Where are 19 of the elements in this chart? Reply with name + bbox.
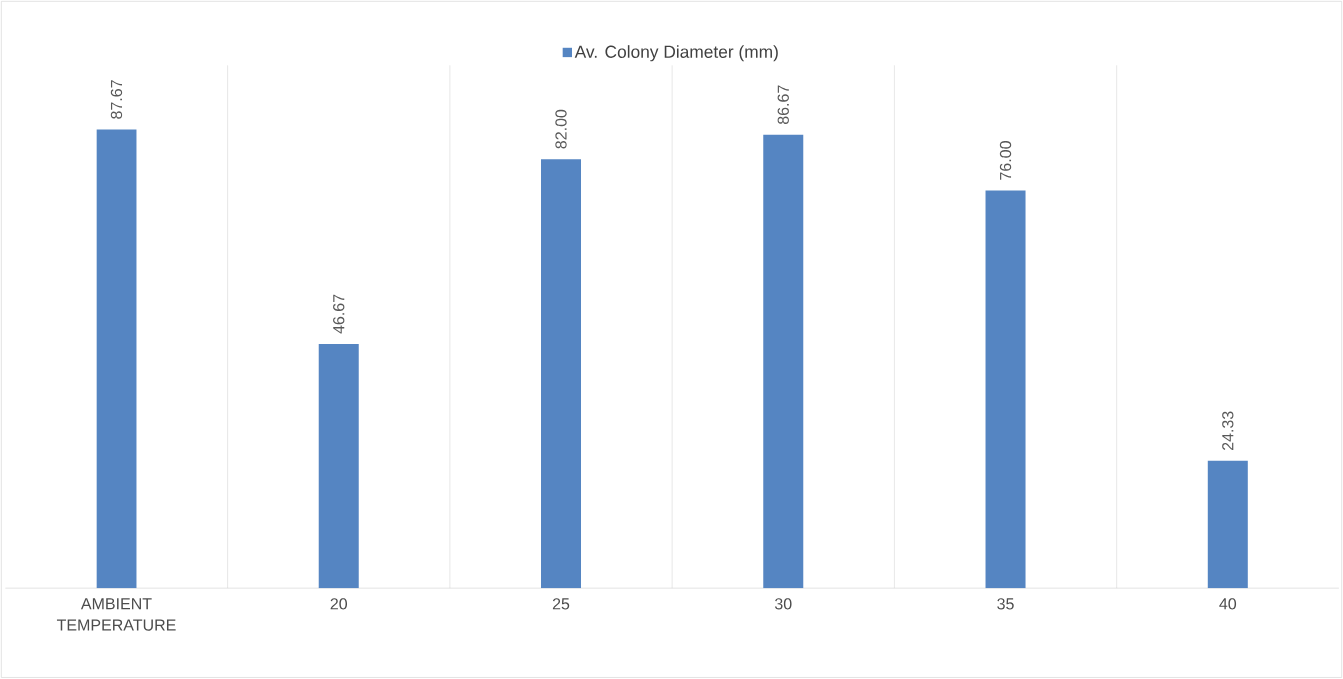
bar	[1207, 460, 1248, 589]
bar	[318, 344, 359, 589]
data-label: 87.67	[110, 80, 123, 119]
bar	[763, 134, 804, 589]
x-tick-label: 40	[1219, 598, 1237, 610]
data-label: 24.33	[1222, 411, 1234, 451]
data-label: 86.67	[777, 85, 789, 125]
data-label: 46.67	[333, 294, 345, 334]
x-tick-label: 20	[330, 598, 348, 610]
x-tick-label: AMBIENT TEMPERATURE	[56, 598, 176, 631]
data-label: 82.00	[555, 109, 567, 149]
legend-label: Av. Colony Diameter (mm)	[574, 45, 778, 62]
bar	[96, 129, 137, 589]
data-label: 76.00	[999, 141, 1012, 180]
x-tick-label: 30	[774, 598, 792, 610]
bar	[541, 159, 582, 589]
bar	[985, 190, 1026, 589]
x-tick-label: 25	[552, 598, 570, 610]
x-tick-label: 35	[997, 598, 1014, 610]
